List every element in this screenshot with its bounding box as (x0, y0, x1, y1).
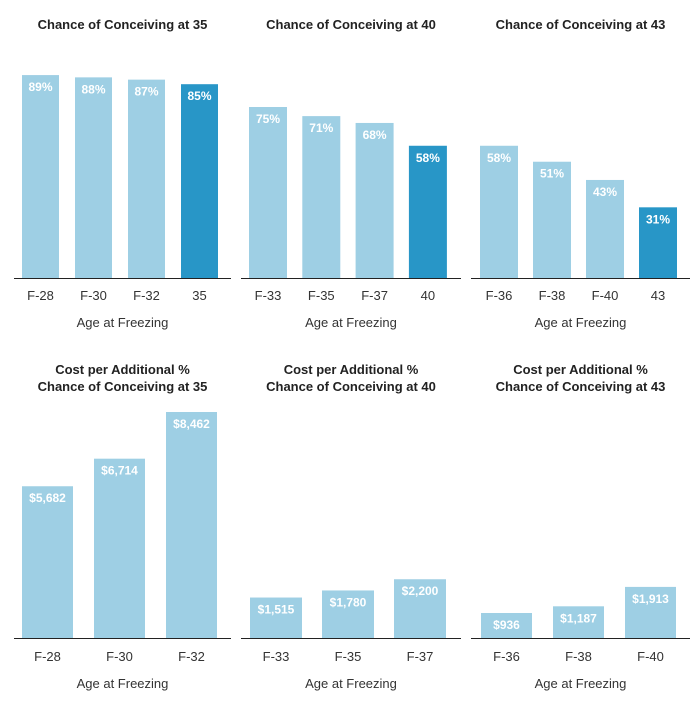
bar (408, 145, 447, 278)
bar (75, 77, 112, 278)
data-label: $1,515 (258, 603, 295, 617)
data-label: 71% (309, 121, 333, 135)
data-label: $936 (493, 618, 520, 632)
x-tick-label: F-38 (539, 288, 566, 303)
x-tick-label: F-37 (361, 288, 388, 303)
bar (625, 586, 676, 638)
x-tick-label: F-33 (263, 649, 290, 664)
data-label: $8,462 (173, 417, 210, 431)
bar (250, 597, 302, 638)
panel-title: Cost per Additional % (284, 362, 419, 377)
x-tick-label: F-32 (133, 288, 160, 303)
data-label: $1,187 (560, 611, 597, 625)
x-tick-label: F-30 (106, 649, 133, 664)
panel-title: Chance of Conceiving at 40 (266, 17, 436, 32)
x-axis-title: Age at Freezing (77, 315, 169, 330)
x-tick-label: F-40 (637, 649, 664, 664)
x-tick-label: F-36 (486, 288, 513, 303)
data-label: 31% (646, 212, 670, 226)
x-tick-label: F-35 (308, 288, 335, 303)
x-tick-label: F-38 (565, 649, 592, 664)
bar (94, 458, 145, 638)
x-tick-label: F-28 (27, 288, 54, 303)
x-axis-title: Age at Freezing (77, 676, 169, 691)
x-axis-title: Age at Freezing (305, 676, 397, 691)
x-tick-label: F-33 (255, 288, 282, 303)
data-label: 87% (134, 85, 158, 99)
x-tick-label: F-28 (34, 649, 61, 664)
x-tick-label: 35 (192, 288, 206, 303)
data-label: 51% (540, 167, 564, 181)
data-label: 58% (416, 151, 440, 165)
panel-title: Chance of Conceiving at 35 (38, 17, 208, 32)
panel-title: Chance of Conceiving at 40 (266, 379, 436, 394)
bar (355, 122, 394, 279)
x-tick-label: F-36 (493, 649, 520, 664)
data-label: 68% (363, 128, 387, 142)
bar (22, 75, 59, 278)
panel-title: Chance of Conceiving at 43 (496, 379, 666, 394)
x-tick-label: 43 (651, 288, 665, 303)
panel-title: Cost per Additional % (55, 362, 190, 377)
x-axis-title: Age at Freezing (535, 315, 627, 330)
data-label: 58% (487, 151, 511, 165)
bar (181, 84, 218, 278)
panel-title: Cost per Additional % (513, 362, 648, 377)
data-label: $5,682 (29, 491, 66, 505)
bar (22, 486, 73, 638)
bar (166, 412, 217, 638)
data-label: $2,200 (402, 584, 439, 598)
bar (553, 606, 604, 638)
bar (128, 79, 165, 278)
bar (481, 613, 532, 638)
bar (249, 107, 287, 278)
data-label: $6,714 (101, 464, 138, 478)
x-axis-title: Age at Freezing (535, 676, 627, 691)
data-label: $1,913 (632, 592, 669, 606)
bar (586, 179, 624, 278)
bar (302, 116, 341, 279)
data-label: 43% (593, 185, 617, 199)
x-tick-label: F-32 (178, 649, 205, 664)
x-tick-label: 40 (421, 288, 435, 303)
panel-title: Chance of Conceiving at 43 (496, 17, 666, 32)
data-label: 75% (256, 112, 280, 126)
data-label: $1,780 (330, 595, 367, 609)
data-label: 88% (81, 82, 105, 96)
bar (533, 161, 571, 278)
data-label: 85% (187, 89, 211, 103)
bar (480, 145, 518, 278)
data-label: 89% (28, 80, 52, 94)
bar (322, 590, 374, 638)
x-tick-label: F-30 (80, 288, 107, 303)
x-tick-label: F-35 (335, 649, 362, 664)
panel-title: Chance of Conceiving at 35 (38, 379, 208, 394)
x-tick-label: F-37 (407, 649, 434, 664)
x-axis-title: Age at Freezing (305, 315, 397, 330)
x-tick-label: F-40 (592, 288, 619, 303)
bar (394, 579, 446, 638)
bar (639, 207, 677, 278)
